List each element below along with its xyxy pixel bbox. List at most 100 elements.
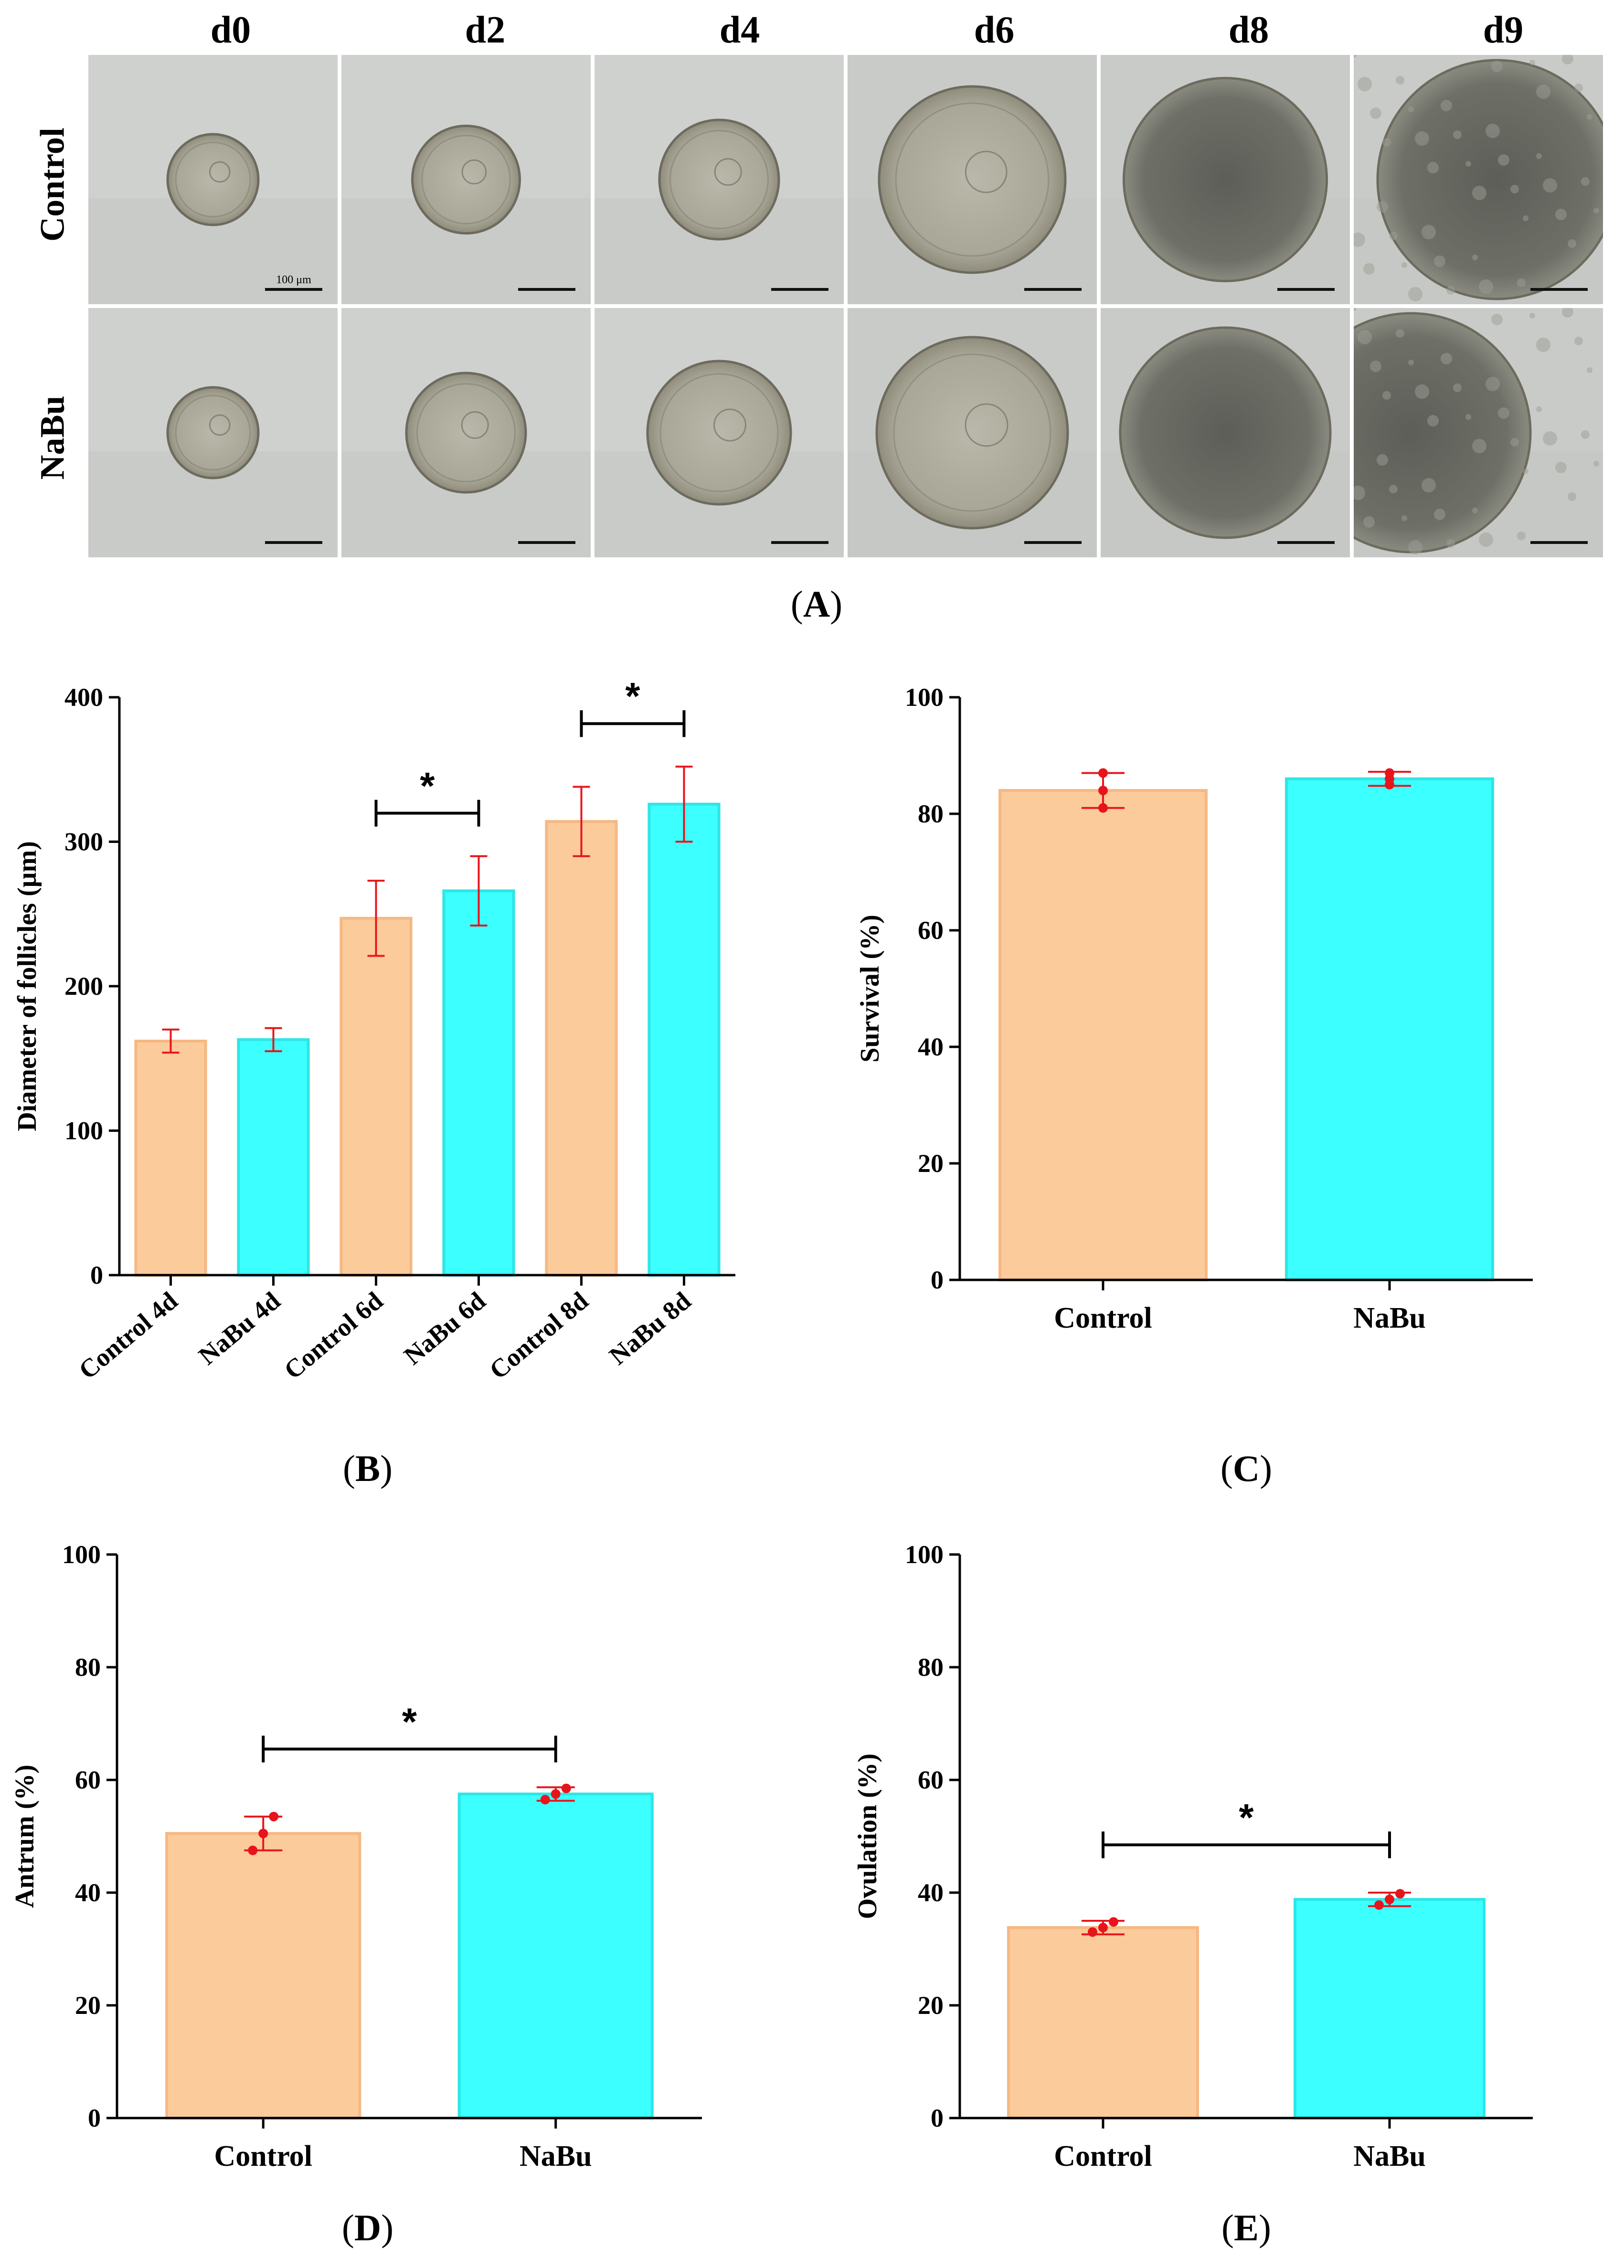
follicle bbox=[878, 85, 1067, 274]
row-header-control: Control bbox=[33, 128, 72, 242]
y-tick-label: 20 bbox=[918, 1991, 944, 2020]
data-point bbox=[1374, 1900, 1384, 1910]
micrograph-control-d8 bbox=[1101, 55, 1350, 304]
y-tick-label: 80 bbox=[918, 799, 944, 828]
scale-bar bbox=[518, 541, 575, 544]
micrograph-nabu-d4 bbox=[594, 308, 844, 557]
bar-control-4d bbox=[134, 1039, 207, 1277]
scale-bar bbox=[771, 288, 828, 291]
y-tick-label: 80 bbox=[75, 1653, 101, 1682]
scale-bar bbox=[1530, 541, 1588, 544]
significance-bracket bbox=[580, 710, 686, 737]
scale-bar bbox=[1277, 541, 1335, 544]
x-tick-label: NaBu bbox=[1353, 2140, 1426, 2172]
micrograph-control-d6 bbox=[848, 55, 1097, 304]
follicle bbox=[646, 360, 792, 506]
error-bar bbox=[573, 786, 590, 857]
x-tick-label: NaBu bbox=[520, 2140, 592, 2172]
scale-bar bbox=[518, 288, 575, 291]
scale-bar bbox=[265, 541, 322, 544]
x-tick-label: Control 4d bbox=[73, 1286, 183, 1384]
col-header-d8: d8 bbox=[1228, 9, 1269, 51]
scale-bar bbox=[265, 288, 322, 291]
scale-bar-label: 100 μm bbox=[276, 274, 311, 286]
y-tick-label: 60 bbox=[918, 1766, 944, 1794]
bar-nabu-6d bbox=[442, 889, 515, 1277]
significance-bracket bbox=[1102, 1831, 1391, 1858]
col-header-d9: d9 bbox=[1483, 9, 1524, 51]
y-tick-label: 200 bbox=[64, 972, 103, 1001]
micrograph-nabu-d9 bbox=[1354, 308, 1603, 557]
y-tick-label: 0 bbox=[931, 1266, 944, 1294]
x-tick-label: Control bbox=[1054, 1302, 1152, 1334]
follicle bbox=[1376, 59, 1603, 300]
error-bar bbox=[675, 766, 693, 843]
data-point bbox=[561, 1783, 571, 1793]
error-bar bbox=[470, 855, 488, 926]
x-tick-label: Control 8d bbox=[484, 1286, 594, 1384]
panel-label-e: (E) bbox=[1221, 2207, 1271, 2248]
chart-e-ovulation: 0 20 40 60 80 100 Control NaBu Ovulation (%) * bbox=[821, 1528, 1609, 2197]
significance-star: * bbox=[625, 675, 640, 717]
bar-nabu bbox=[457, 1792, 654, 2119]
significance-star: * bbox=[402, 1700, 417, 1743]
y-tick-label: 60 bbox=[75, 1766, 101, 1794]
significance-star: * bbox=[1239, 1796, 1254, 1839]
micrograph-control-d9 bbox=[1354, 55, 1603, 304]
y-axis-title: Antrum (%) bbox=[10, 1765, 40, 1908]
data-point bbox=[1109, 1917, 1118, 1927]
data-point bbox=[551, 1789, 561, 1799]
scale-bar bbox=[1530, 288, 1588, 291]
bar-nabu bbox=[1285, 777, 1494, 1281]
bar-control bbox=[998, 789, 1208, 1282]
micrograph-nabu-d6 bbox=[848, 308, 1097, 557]
follicle bbox=[405, 372, 527, 494]
y-axis-title: Ovulation (%) bbox=[853, 1754, 882, 1919]
error-bar bbox=[265, 1027, 282, 1053]
chart-d-antrum: 0 20 40 60 80 100 Control NaBu Antrum (%) * bbox=[0, 1528, 788, 2197]
micrograph-control-d4 bbox=[594, 55, 844, 304]
y-tick-label: 20 bbox=[918, 1149, 944, 1178]
y-tick-label: 40 bbox=[75, 1878, 101, 1907]
bar-control bbox=[1007, 1926, 1199, 2119]
y-tick-label: 100 bbox=[905, 683, 944, 712]
bar-nabu-4d bbox=[237, 1038, 310, 1277]
y-tick-label: 80 bbox=[918, 1653, 944, 1682]
panel-label-a: (A) bbox=[790, 583, 843, 625]
data-point bbox=[1098, 786, 1108, 796]
y-tick-label: 40 bbox=[918, 1033, 944, 1061]
follicle bbox=[1123, 77, 1328, 282]
follicle bbox=[875, 336, 1069, 530]
data-point bbox=[1395, 1889, 1405, 1899]
data-point bbox=[258, 1829, 268, 1839]
x-tick-label: Control bbox=[1054, 2140, 1152, 2172]
data-point bbox=[269, 1811, 279, 1821]
micrograph-control-d2 bbox=[341, 55, 591, 304]
follicle bbox=[1119, 326, 1332, 539]
panel-label-c: (C) bbox=[1220, 1448, 1273, 1489]
bar-nabu-8d bbox=[647, 802, 721, 1277]
data-point bbox=[248, 1845, 258, 1855]
y-axis-title: Diameter of follicles (μm) bbox=[12, 841, 42, 1131]
bar-control-6d bbox=[340, 916, 413, 1277]
y-tick-label: 0 bbox=[931, 2104, 944, 2132]
error-bar bbox=[162, 1028, 180, 1054]
y-tick-label: 100 bbox=[62, 1540, 101, 1569]
micrograph-nabu-d0 bbox=[88, 308, 338, 557]
error-bar bbox=[367, 880, 385, 957]
y-tick-label: 20 bbox=[75, 1991, 101, 2020]
x-tick-label: Control bbox=[214, 2140, 312, 2172]
scale-bar bbox=[1024, 541, 1082, 544]
chart-c-survival: 0 20 40 60 80 100 Control NaBu Survival (%) bbox=[821, 669, 1609, 1433]
x-tick-label: NaBu bbox=[1353, 1302, 1426, 1334]
col-header-d6: d6 bbox=[974, 9, 1015, 51]
panel-label-d: (D) bbox=[341, 2207, 394, 2248]
x-tick-label: NaBu 8d bbox=[604, 1286, 696, 1370]
y-tick-label: 100 bbox=[64, 1117, 103, 1145]
micrograph-control-d0: 100 μm bbox=[88, 55, 338, 304]
y-tick-label: 0 bbox=[88, 2104, 101, 2132]
col-header-d4: d4 bbox=[719, 9, 760, 51]
col-header-d0: d0 bbox=[210, 9, 251, 51]
follicle bbox=[658, 118, 780, 241]
significance-bracket bbox=[262, 1736, 557, 1763]
